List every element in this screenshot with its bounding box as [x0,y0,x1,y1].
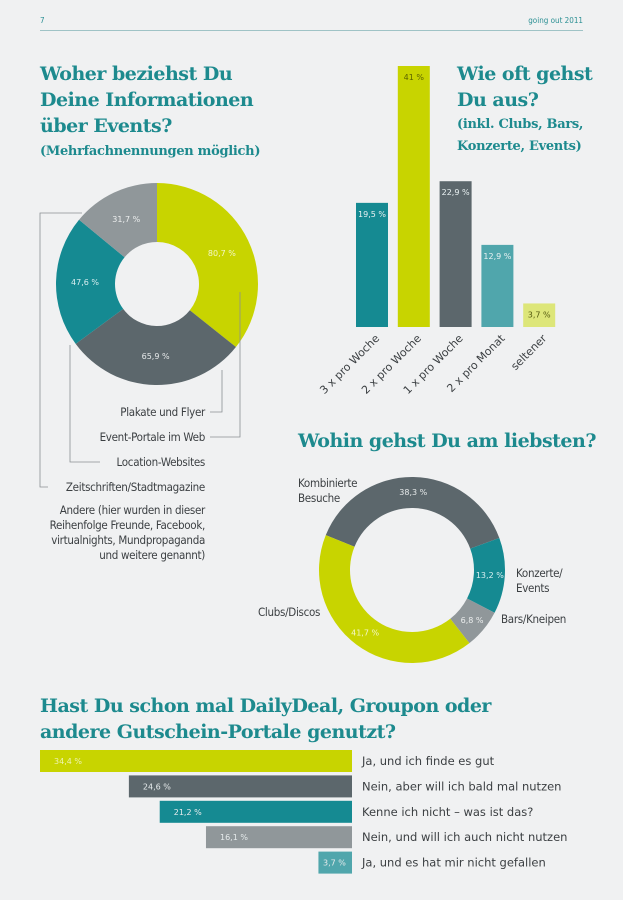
coupon-category-label: Kenne ich nicht – was ist das? [362,805,533,819]
venue-donut-slice [318,535,470,664]
chart4-title: Hast Du schon mal DailyDeal, Groupon ode… [40,693,491,745]
note-line: Andere (hier wurden in dieser [59,503,206,517]
sources-donut-slice [79,183,157,258]
title-line: andere Gutschein-Portale genutzt? [40,721,396,743]
venue-donut-slice [325,476,500,549]
chart2-subtitle: (inkl. Clubs, Bars, Konzerte, Events) [457,114,583,158]
publication-title: going out 2011 [528,16,583,25]
chart3-title: Wohin gehst Du am liebsten? [298,430,596,452]
frequency-bar [523,303,556,327]
subtitle-line: Konzerte, Events) [457,139,582,154]
coupon-bar [159,800,352,823]
leader-line [210,292,241,438]
coupon-bar [40,750,352,772]
label-konzerte: Konzerte/ Events [516,566,563,595]
legend-event-portale: Event-Portale im Web [99,430,206,444]
note-line: Reihenfolge Freunde, Facebook, [49,518,206,532]
coupon-value-label: 16,1 % [220,833,248,842]
sources-donut-slice [157,183,258,348]
leader-line [39,212,82,488]
chart1-title: Woher beziehst Du Deine Informationen üb… [40,63,254,137]
coupon-category-label: Nein, aber will ich bald mal nutzen [362,779,561,793]
note-line: und weitere genannt) [99,548,205,562]
coupon-value-label: 21,2 % [174,808,202,817]
chart1-subtitle: (Mehrfachnennungen möglich) [40,144,261,159]
sources-donut-slice [56,219,125,344]
coupon-value-label: 34,4 % [54,757,82,766]
coupon-category-label: Ja, und es hat mir nicht gefallen [361,856,546,870]
coupon-bar [205,826,352,849]
venue-donut-value-label: 6,8 % [461,616,484,625]
coupon-bar [318,851,352,874]
title-line: Wie oft gehst [457,63,593,85]
frequency-bar [439,181,472,327]
venue-donut-value-label: 41,7 % [351,628,379,637]
page-number: 7 [40,16,45,25]
frequency-value-label: 12,9 % [483,252,511,261]
coupon-value-label: 24,6 % [143,782,171,791]
frequency-bar [356,202,388,327]
sources-donut-value-label: 80,7 % [208,249,236,258]
legend-location-websites: Location-Websites [116,455,206,469]
label-bars: Bars/Kneipen [501,612,567,626]
coupon-category-label: Nein, und will ich auch nicht nutzen [362,830,567,844]
frequency-bar [481,244,514,327]
frequency-value-label: 3,7 % [528,310,551,319]
header-divider [40,30,583,31]
legend-plakate: Plakate und Flyer [120,405,205,419]
note-line: virtualnights, Mundpropaganda [51,533,205,547]
legend-zeitschriften: Zeitschriften/Stadtmagazine [65,480,205,494]
leader-line [210,370,223,413]
venue-donut-slice [467,538,506,613]
frequency-value-label: 41 % [404,73,425,82]
sources-donut-value-label: 31,7 % [112,215,140,224]
sources-donut-slice [75,308,236,385]
chart2-title: Wie oft gehst Du aus? [457,61,593,113]
subtitle-line: (inkl. Clubs, Bars, [457,117,584,132]
chart1-note: Andere (hier wurden in dieser Reihenfolg… [49,503,206,563]
frequency-bar [397,66,430,327]
venue-donut-slice [450,598,495,644]
frequency-value-label: 19,5 % [358,210,386,219]
leader-line [69,345,100,463]
frequency-category-label: seltener [508,332,549,373]
frequency-value-label: 22,9 % [442,188,470,197]
coupon-value-label: 3,7 % [323,859,346,868]
label-kombinierte: Kombinierte Besuche [298,476,358,505]
title-line: Du aus? [457,89,539,111]
venue-donut-value-label: 13,2 % [476,571,504,580]
sources-donut-value-label: 47,6 % [71,278,99,287]
venue-donut-value-label: 38,3 % [399,488,427,497]
sources-donut-value-label: 65,9 % [142,352,170,361]
coupon-bar [128,775,352,798]
title-line: Hast Du schon mal DailyDeal, Groupon ode… [40,695,491,717]
label-clubs: Clubs/Discos [258,605,321,619]
coupon-category-label: Ja, und ich finde es gut [361,754,495,768]
